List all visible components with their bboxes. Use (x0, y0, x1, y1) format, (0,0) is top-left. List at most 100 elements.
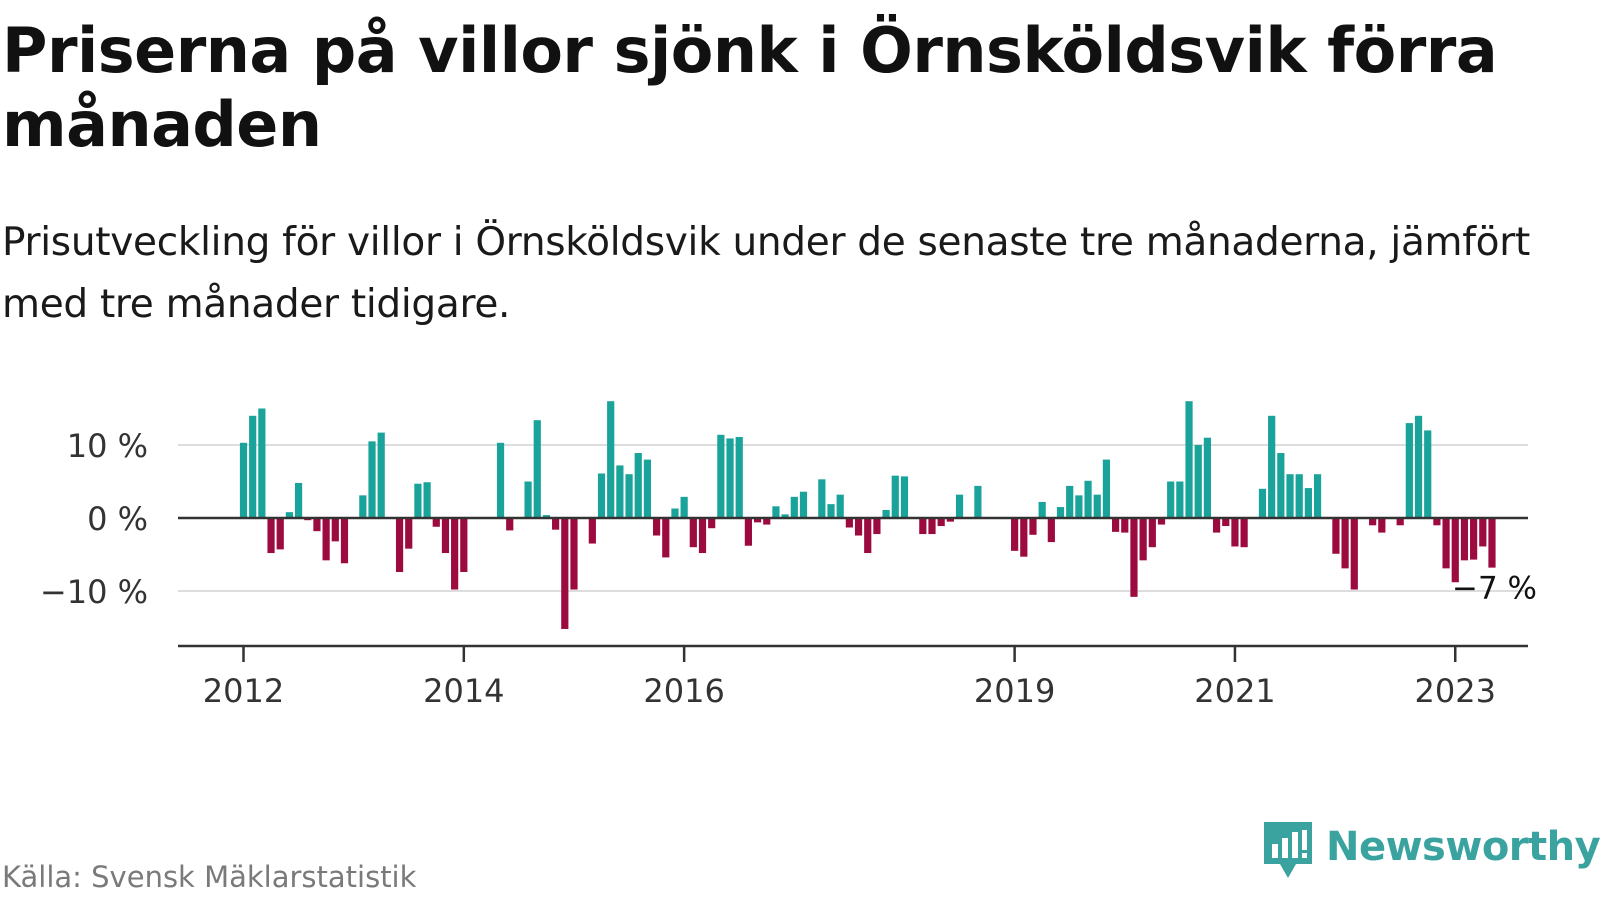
chart-subtitle: Prisutveckling för villor i Örnsköldsvik… (2, 220, 1530, 327)
x-tick-label: 2021 (1194, 672, 1275, 710)
bar (1212, 518, 1221, 533)
bar (1047, 518, 1055, 543)
bar (1414, 415, 1423, 518)
annotations: −7 % (1452, 571, 1537, 607)
bar (882, 509, 890, 518)
bar (919, 518, 927, 535)
bar (552, 518, 560, 530)
bar (1231, 518, 1239, 547)
bar (1139, 518, 1147, 561)
bar (634, 453, 642, 518)
bar (1396, 518, 1404, 526)
bar (1194, 445, 1202, 518)
bar (1056, 507, 1065, 518)
y-tick-label: 10 % (67, 427, 148, 465)
bar (1240, 518, 1248, 548)
bar (1084, 480, 1092, 518)
bar (1203, 437, 1211, 518)
bar (1176, 481, 1184, 518)
bar (597, 473, 606, 518)
bar (717, 434, 725, 518)
bar (1020, 518, 1028, 557)
bar (542, 515, 551, 518)
bar (1167, 481, 1175, 518)
bar (1121, 518, 1129, 533)
bar (1130, 518, 1138, 597)
bar (405, 518, 413, 549)
bar (1277, 453, 1285, 518)
x-axis: 2012 2014 2016 2019 2021 2023 (178, 516, 1528, 710)
bar (368, 441, 376, 518)
bar (781, 514, 789, 518)
bar (937, 518, 945, 527)
brand-name: Newsworthy (1326, 824, 1600, 870)
bar (1268, 415, 1276, 518)
bar (772, 506, 780, 518)
bar (891, 475, 899, 518)
bar (763, 518, 771, 525)
gridlines (178, 444, 1528, 592)
bar (662, 518, 670, 558)
bar (1258, 488, 1267, 518)
bar (340, 518, 349, 564)
x-tick-label: 2023 (1415, 672, 1496, 710)
bar (790, 496, 798, 518)
bar (506, 518, 514, 531)
bar (1148, 518, 1156, 548)
bar (836, 494, 844, 518)
bar (267, 518, 275, 554)
bar (322, 518, 330, 561)
bar (864, 518, 872, 554)
bar (643, 459, 652, 518)
brand-logo[interactable]: Newsworthy (1262, 820, 1600, 882)
bar (689, 518, 697, 548)
bar (1350, 518, 1358, 590)
bar (680, 496, 688, 518)
bar (313, 518, 321, 532)
bar (1405, 423, 1413, 518)
bar (625, 474, 633, 518)
bar (561, 518, 569, 629)
bar (708, 518, 716, 529)
x-tick-label: 2014 (423, 672, 504, 710)
bar (1451, 518, 1459, 583)
y-tick-label: −10 % (40, 573, 148, 611)
bar (377, 432, 385, 518)
bar (1075, 495, 1083, 518)
x-tick-label: 2016 (643, 672, 724, 710)
bar (1011, 518, 1019, 551)
bar (1433, 518, 1441, 526)
y-axis-labels: 10 % 0 % −10 % (40, 427, 148, 611)
x-tick-label: 2019 (974, 672, 1055, 710)
bar (744, 518, 752, 546)
bar (1341, 518, 1349, 569)
bars (239, 401, 1496, 629)
source-note: Källa: Svensk Mäklarstatistik (2, 860, 417, 894)
bar (570, 518, 578, 590)
bar-chart: 10 % 0 % −10 % 2012 2014 2016 2019 2021 2023 −7… (40, 401, 1537, 710)
bar (258, 408, 266, 518)
bar (432, 518, 440, 527)
bar (900, 476, 909, 518)
bar (239, 442, 248, 518)
bar (1442, 518, 1450, 569)
bar (653, 518, 661, 536)
bar (955, 494, 964, 518)
bar (753, 518, 762, 523)
bar (588, 518, 596, 544)
bar (845, 518, 853, 528)
bar (285, 512, 293, 518)
bar (451, 518, 459, 590)
bar (698, 518, 707, 554)
bar (827, 504, 835, 518)
bar (1304, 488, 1312, 518)
bar (1286, 474, 1294, 518)
bar (423, 482, 431, 518)
bar (735, 436, 743, 518)
bar (607, 401, 615, 518)
bar (249, 415, 257, 518)
newsworthy-logo-icon (1264, 822, 1312, 878)
x-tick-label: 2012 (203, 672, 284, 710)
bar (799, 491, 808, 518)
